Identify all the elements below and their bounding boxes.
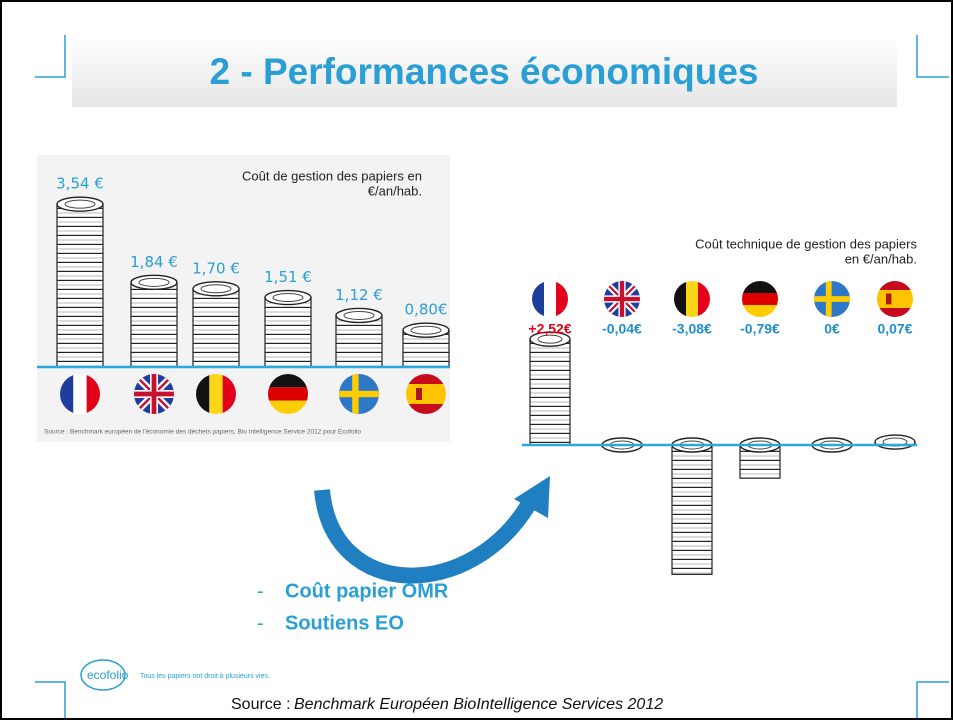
flag bbox=[196, 374, 236, 414]
coin-body bbox=[336, 315, 382, 367]
coin-stack bbox=[265, 291, 311, 367]
flag bbox=[814, 281, 850, 317]
flag-part bbox=[416, 388, 422, 400]
flag bbox=[532, 281, 568, 317]
coin-stack bbox=[57, 197, 103, 367]
flag-part bbox=[604, 297, 640, 301]
coin-stack bbox=[672, 438, 712, 574]
flag bbox=[674, 281, 710, 317]
value-label: 1,51 € bbox=[264, 268, 312, 286]
coin-top bbox=[193, 282, 239, 296]
coin-stack bbox=[530, 332, 570, 445]
chart-title: Coût de gestion des papiers en bbox=[242, 168, 422, 183]
flag bbox=[604, 281, 640, 317]
flag bbox=[134, 374, 174, 414]
value-label: 0,07€ bbox=[877, 321, 912, 337]
coin-body bbox=[672, 445, 712, 574]
value-label: 1,70 € bbox=[192, 259, 240, 277]
flag-part bbox=[268, 387, 308, 400]
chart-title: Coût technique de gestion des papiers bbox=[695, 236, 917, 251]
value-label: 0€ bbox=[824, 321, 840, 337]
flag-part bbox=[544, 281, 556, 317]
flag-part bbox=[556, 281, 568, 317]
bullet-dash: - bbox=[257, 580, 264, 602]
slide: 2 - Performances économiques - Coût papi… bbox=[0, 0, 953, 720]
value-label: 1,84 € bbox=[130, 253, 178, 271]
arrow bbox=[322, 490, 530, 576]
flag-part bbox=[814, 296, 850, 302]
chart-title: en €/an/hab. bbox=[845, 251, 917, 266]
value-label: -0,79€ bbox=[740, 321, 780, 337]
chart-title: €/an/hab. bbox=[368, 183, 422, 198]
flag-part bbox=[339, 391, 379, 397]
canvas: 2 - Performances économiques - Coût papi… bbox=[2, 2, 951, 718]
flag bbox=[742, 281, 778, 317]
flag-part bbox=[742, 293, 778, 305]
flag bbox=[339, 374, 379, 414]
flag bbox=[406, 374, 446, 414]
coin-top bbox=[875, 435, 915, 449]
tagline: Tous les papiers ont droit à plusieurs v… bbox=[140, 673, 270, 680]
footer-source: Benchmark Européen BioIntelligence Servi… bbox=[294, 696, 663, 713]
coin-top bbox=[131, 275, 177, 289]
flag-part bbox=[877, 290, 913, 308]
coin-top bbox=[265, 291, 311, 305]
coin-stack bbox=[875, 435, 915, 449]
coin-body bbox=[131, 282, 177, 367]
value-label: +2,52€ bbox=[528, 321, 571, 337]
flag bbox=[60, 374, 100, 414]
bullet: Soutiens EO bbox=[285, 612, 404, 634]
chart-source: Source : Benchmark européen de l'économi… bbox=[44, 429, 361, 436]
coin-top bbox=[336, 308, 382, 322]
flag-part bbox=[134, 392, 174, 397]
slide-title: 2 - Performances économiques bbox=[209, 51, 758, 92]
flag-part bbox=[698, 281, 710, 317]
flag-part bbox=[877, 308, 913, 317]
flag-part bbox=[209, 374, 222, 414]
coin-body bbox=[265, 298, 311, 367]
flag-part bbox=[532, 281, 544, 317]
logo: ecofolio bbox=[87, 668, 129, 682]
coin-top bbox=[403, 323, 449, 337]
flag-part bbox=[686, 281, 698, 317]
value-label: -3,08€ bbox=[672, 321, 712, 337]
coin-stack bbox=[131, 275, 177, 367]
coin-top bbox=[57, 197, 103, 211]
flag-part bbox=[877, 281, 913, 290]
bullet-dash: - bbox=[257, 612, 264, 634]
bullet: Coût papier OMR bbox=[285, 580, 449, 602]
coin-stack bbox=[193, 282, 239, 367]
flag bbox=[268, 374, 308, 414]
flag-part bbox=[742, 281, 778, 293]
coin-stack bbox=[336, 308, 382, 367]
value-label: 3,54 € bbox=[56, 175, 104, 193]
coin-stack bbox=[403, 323, 449, 367]
flag bbox=[877, 281, 913, 317]
coin-body bbox=[193, 289, 239, 367]
value-label: 0,80€ bbox=[405, 301, 448, 319]
value-label: -0,04€ bbox=[602, 321, 642, 337]
flag-part bbox=[886, 294, 891, 305]
flag-part bbox=[73, 374, 86, 414]
flag-part bbox=[406, 384, 446, 404]
coin-body bbox=[530, 339, 570, 445]
flag-part bbox=[674, 281, 686, 317]
footer-prefix: Source : bbox=[231, 696, 291, 713]
flag-part bbox=[742, 305, 778, 317]
value-label: 1,12 € bbox=[335, 286, 383, 304]
coin-body bbox=[57, 204, 103, 367]
